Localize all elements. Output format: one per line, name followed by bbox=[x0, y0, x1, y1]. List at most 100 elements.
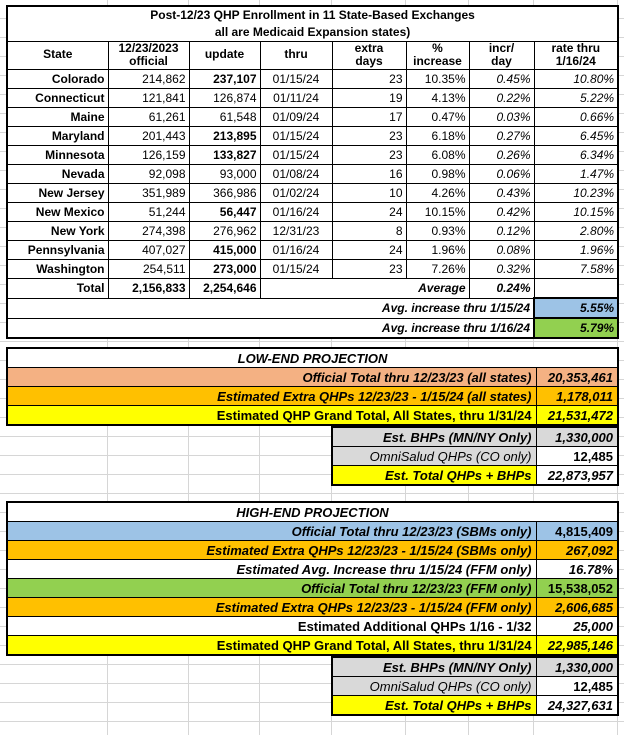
projection-value-cell[interactable]: 21,531,472 bbox=[535, 405, 619, 426]
cell-state[interactable]: Colorado bbox=[6, 69, 109, 90]
cell-incr-day[interactable]: 0.12% bbox=[468, 221, 535, 242]
cell-incr-day[interactable]: 0.45% bbox=[468, 69, 535, 90]
cell-official[interactable]: 201,443 bbox=[107, 126, 190, 147]
projection-label-cell[interactable]: Estimated QHP Grand Total, All States, t… bbox=[6, 405, 537, 426]
cell-extra-days[interactable]: 24 bbox=[331, 202, 407, 223]
cell-extra-days[interactable]: 23 bbox=[331, 259, 407, 280]
cell-rate[interactable]: 6.34% bbox=[533, 145, 619, 166]
cell-official[interactable]: 214,862 bbox=[107, 69, 190, 90]
projection-value-cell[interactable]: 2,606,685 bbox=[535, 597, 619, 618]
cell-official[interactable]: 351,989 bbox=[107, 183, 190, 204]
low-end-section-title[interactable]: LOW-END PROJECTION bbox=[6, 347, 619, 369]
cell-extra-days[interactable]: 23 bbox=[331, 145, 407, 166]
cell-state[interactable]: Minnesota bbox=[6, 145, 109, 166]
high-end-section-title[interactable]: HIGH-END PROJECTION bbox=[6, 501, 619, 523]
projection-value-cell[interactable]: 16.78% bbox=[535, 559, 619, 580]
cell-extra-days[interactable]: 17 bbox=[331, 107, 407, 128]
avg-increase-value[interactable]: 5.79% bbox=[532, 317, 620, 340]
cell-extra-days[interactable]: 24 bbox=[331, 240, 407, 261]
cell-rate[interactable]: 10.80% bbox=[533, 69, 619, 90]
cell-update[interactable]: 415,000 bbox=[188, 240, 261, 261]
cell-pct-increase[interactable]: 4.13% bbox=[405, 88, 470, 109]
cell-state[interactable]: Maine bbox=[6, 107, 109, 128]
avg-increase-label[interactable]: Avg. increase thru 1/16/24 bbox=[6, 317, 535, 339]
cell-extra-days[interactable]: 19 bbox=[331, 88, 407, 109]
cell-incr-day[interactable]: 0.22% bbox=[468, 88, 535, 109]
cell-thru[interactable]: 12/31/23 bbox=[259, 221, 333, 242]
cell-extra-days[interactable]: 8 bbox=[331, 221, 407, 242]
cell-official[interactable]: 92,098 bbox=[107, 164, 190, 185]
projection-label-cell[interactable]: Official Total thru 12/23/23 (all states… bbox=[6, 367, 537, 388]
cell-incr-day[interactable]: 0.32% bbox=[468, 259, 535, 280]
cell-thru[interactable]: 01/09/24 bbox=[259, 107, 333, 128]
cell-pct-increase[interactable]: 6.18% bbox=[405, 126, 470, 147]
cell-rate[interactable]: 2.80% bbox=[533, 221, 619, 242]
cell-update[interactable]: 213,895 bbox=[188, 126, 261, 147]
cell-rate[interactable]: 1.96% bbox=[533, 240, 619, 261]
cell-pct-increase[interactable]: 7.26% bbox=[405, 259, 470, 280]
cell-rate[interactable]: 7.58% bbox=[533, 259, 619, 280]
cell-state[interactable]: New York bbox=[6, 221, 109, 242]
cell-pct-increase[interactable]: 0.47% bbox=[405, 107, 470, 128]
cell-extra-days[interactable]: 16 bbox=[331, 164, 407, 185]
cell-update[interactable]: 61,548 bbox=[188, 107, 261, 128]
cell-pct-increase[interactable]: 0.98% bbox=[405, 164, 470, 185]
column-header-update[interactable]: update bbox=[188, 40, 261, 71]
cell-thru[interactable]: 01/16/24 bbox=[259, 240, 333, 261]
column-header-rate-thru[interactable]: rate thru 1/16/24 bbox=[533, 40, 619, 71]
addon-value-cell[interactable]: 1,330,000 bbox=[535, 426, 619, 448]
cell-update[interactable]: 133,827 bbox=[188, 145, 261, 166]
cell-official[interactable]: 274,398 bbox=[107, 221, 190, 242]
cell-thru[interactable]: 01/16/24 bbox=[259, 202, 333, 223]
cell-thru[interactable]: 01/02/24 bbox=[259, 183, 333, 204]
cell-incr-day[interactable]: 0.42% bbox=[468, 202, 535, 223]
cell-update[interactable]: 237,107 bbox=[188, 69, 261, 90]
cell-thru[interactable]: 01/08/24 bbox=[259, 164, 333, 185]
column-header-extra-days[interactable]: extra days bbox=[331, 40, 407, 71]
projection-label-cell[interactable]: Estimated Extra QHPs 12/23/23 - 1/15/24 … bbox=[6, 386, 537, 407]
table-title[interactable]: Post-12/23 QHP Enrollment in 11 State-Ba… bbox=[6, 5, 619, 42]
avg-increase-label[interactable]: Avg. increase thru 1/15/24 bbox=[6, 297, 535, 319]
addon-value-cell[interactable]: 12,485 bbox=[535, 676, 619, 697]
projection-label-cell[interactable]: Estimated Extra QHPs 12/23/23 - 1/15/24 … bbox=[6, 597, 537, 618]
addon-label-cell[interactable]: Est. BHPs (MN/NY Only) bbox=[331, 426, 537, 448]
cell-update[interactable]: 126,874 bbox=[188, 88, 261, 109]
cell-incr-day[interactable]: 0.27% bbox=[468, 126, 535, 147]
cell-incr-day[interactable]: 0.43% bbox=[468, 183, 535, 204]
cell-pct-increase[interactable]: 4.26% bbox=[405, 183, 470, 204]
cell-state[interactable]: Connecticut bbox=[6, 88, 109, 109]
cell-thru[interactable]: 01/15/24 bbox=[259, 69, 333, 90]
cell-rate[interactable]: 5.22% bbox=[533, 88, 619, 109]
cell-extra-days[interactable]: 23 bbox=[331, 69, 407, 90]
cell-rate[interactable]: 6.45% bbox=[533, 126, 619, 147]
projection-label-cell[interactable]: Official Total thru 12/23/23 (SBMs only) bbox=[6, 521, 537, 542]
projection-label-cell[interactable]: Estimated QHP Grand Total, All States, t… bbox=[6, 635, 537, 656]
projection-value-cell[interactable]: 25,000 bbox=[535, 616, 619, 637]
cell-thru[interactable]: 01/15/24 bbox=[259, 145, 333, 166]
projection-value-cell[interactable]: 267,092 bbox=[535, 540, 619, 561]
projection-label-cell[interactable]: Estimated Avg. Increase thru 1/15/24 (FF… bbox=[6, 559, 537, 580]
projection-label-cell[interactable]: Official Total thru 12/23/23 (FFM only) bbox=[6, 578, 537, 599]
avg-increase-value[interactable]: 5.55% bbox=[532, 297, 620, 320]
cell-update[interactable]: 276,962 bbox=[188, 221, 261, 242]
column-header-state[interactable]: State bbox=[6, 40, 109, 71]
addon-label-cell[interactable]: Est. Total QHPs + BHPs bbox=[331, 695, 537, 716]
projection-value-cell[interactable]: 4,815,409 bbox=[535, 521, 619, 542]
cell-state[interactable]: Washington bbox=[6, 259, 109, 280]
cell-official[interactable]: 407,027 bbox=[107, 240, 190, 261]
projection-value-cell[interactable]: 1,178,011 bbox=[535, 386, 619, 407]
cell-official[interactable]: 121,841 bbox=[107, 88, 190, 109]
cell-thru[interactable]: 01/15/24 bbox=[259, 259, 333, 280]
cell-official[interactable]: 51,244 bbox=[107, 202, 190, 223]
addon-value-cell[interactable]: 12,485 bbox=[535, 446, 619, 467]
projection-label-cell[interactable]: Estimated Extra QHPs 12/23/23 - 1/15/24 … bbox=[6, 540, 537, 561]
cell-official[interactable]: 61,261 bbox=[107, 107, 190, 128]
cell-extra-days[interactable]: 10 bbox=[331, 183, 407, 204]
cell-extra-days[interactable]: 23 bbox=[331, 126, 407, 147]
cell-pct-increase[interactable]: 6.08% bbox=[405, 145, 470, 166]
cell-incr-day[interactable]: 0.03% bbox=[468, 107, 535, 128]
cell-incr-day[interactable]: 0.06% bbox=[468, 164, 535, 185]
addon-label-cell[interactable]: OmniSalud QHPs (CO only) bbox=[331, 446, 537, 467]
addon-label-cell[interactable]: Est. Total QHPs + BHPs bbox=[331, 465, 537, 486]
cell-thru[interactable]: 01/15/24 bbox=[259, 126, 333, 147]
